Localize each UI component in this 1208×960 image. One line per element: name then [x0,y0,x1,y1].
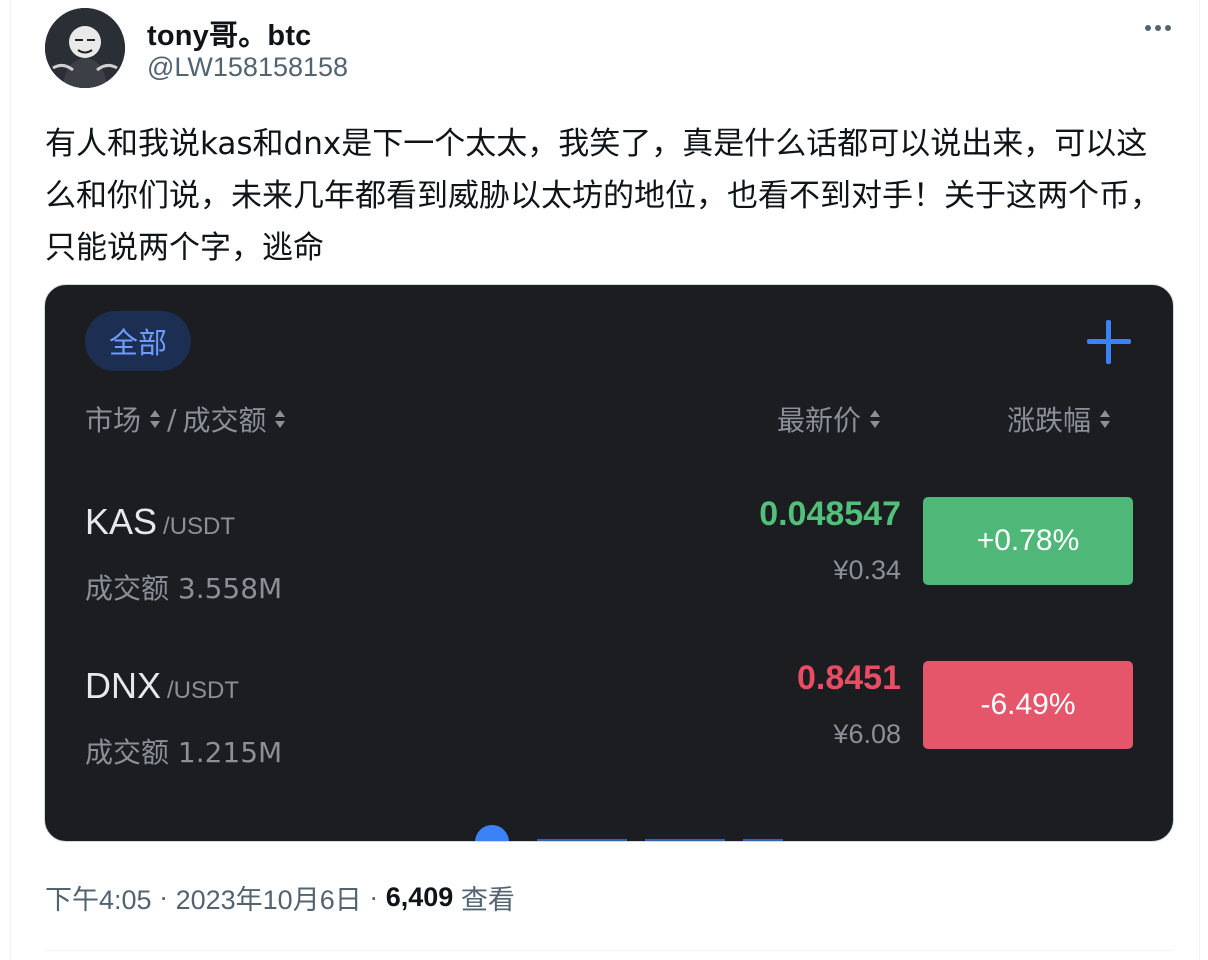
tweet-time[interactable]: 下午4:05 [45,885,152,915]
avatar[interactable] [45,8,125,88]
price-cny: ¥6.08 [833,719,901,749]
circle-icon [475,825,509,841]
last-price: 0.8451 [797,659,901,697]
views-label: 查看 [460,885,515,915]
tweet-container [10,0,1200,960]
more-icon [1145,25,1151,31]
meta-separator: · [159,882,169,912]
cropped-bottom-link [475,825,805,841]
author-handle[interactable]: @LW158158158 [147,52,349,82]
author-display-name[interactable]: tony哥。btc [147,20,312,52]
sort-icon [149,408,161,430]
column-header-last-price[interactable]: 最新价 [777,399,881,439]
market-volume: 成交额 1.215M [85,736,283,769]
views-count: 6,409 [385,882,454,912]
change-badge-down[interactable]: -6.49% [923,661,1133,749]
sort-icon [869,408,881,430]
price-cny: ¥0.34 [833,555,901,585]
change-badge-up[interactable]: +0.78% [923,497,1133,585]
market-volume: 成交额 3.558M [85,572,283,605]
divider [45,950,1173,951]
meta-separator: · [369,882,379,912]
market-symbol[interactable]: DNX /USDT [85,665,240,706]
market-symbol[interactable]: KAS /USDT [85,501,236,542]
last-price: 0.048547 [759,495,901,533]
plus-icon[interactable] [1087,320,1131,364]
more-options-button[interactable] [1138,12,1178,44]
sort-icon [1099,408,1111,430]
tweet-text: 有人和我说kas和dnx是下一个太太，我笑了，真是什么话都可以说出来，可以这么和… [45,126,1161,266]
tweet-meta: 下午4:05 · 2023年10月6日 · 6,409 查看 [45,878,515,917]
sort-icon [274,408,286,430]
column-header-change[interactable]: 涨跌幅 [1007,399,1111,439]
column-header-market[interactable]: 市场 / 成交额 [85,399,286,439]
tweet-media-image[interactable]: 全部 市场 / 成交额 最新价 涨跌幅 KAS /USDT 成交额 3.558M… [44,284,1174,842]
avatar-image [45,8,125,88]
tweet-date[interactable]: 2023年10月6日 [175,885,362,915]
filter-pill-all[interactable]: 全部 [85,311,191,371]
